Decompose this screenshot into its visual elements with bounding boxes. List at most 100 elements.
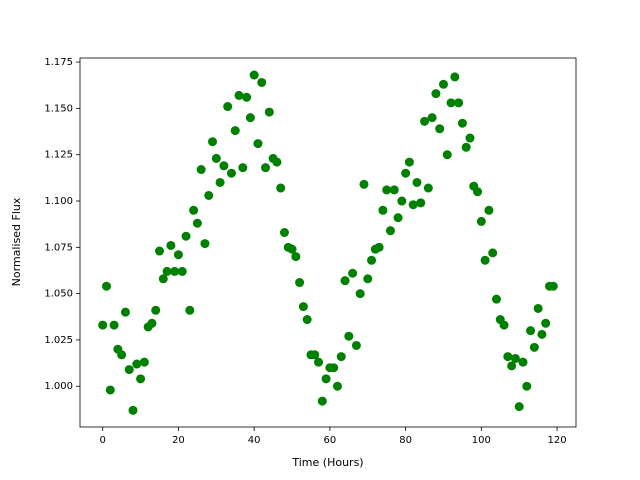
point xyxy=(408,200,418,210)
point xyxy=(223,102,233,112)
point xyxy=(208,137,218,147)
y-tick-label: 1.150 xyxy=(44,103,73,114)
y-tick-label: 1.175 xyxy=(44,57,73,68)
point xyxy=(109,320,119,330)
point xyxy=(484,205,494,215)
y-axis-label: Normalised Flux xyxy=(10,197,23,286)
point xyxy=(378,205,388,215)
point xyxy=(491,294,501,304)
point xyxy=(124,365,134,375)
point xyxy=(204,190,214,200)
point xyxy=(461,142,471,152)
point xyxy=(181,231,191,241)
point xyxy=(420,116,430,126)
point xyxy=(510,353,520,363)
point xyxy=(514,402,524,412)
point xyxy=(272,157,282,167)
x-tick-label: 40 xyxy=(248,435,261,446)
point xyxy=(507,361,517,371)
point xyxy=(200,239,210,249)
y-tick-label: 1.050 xyxy=(44,289,73,300)
point xyxy=(382,185,392,195)
point xyxy=(287,244,297,254)
point xyxy=(374,242,384,252)
point xyxy=(261,163,271,173)
point xyxy=(151,305,161,315)
x-tick-label: 60 xyxy=(324,435,337,446)
point xyxy=(348,268,358,278)
point xyxy=(245,113,255,123)
point xyxy=(170,266,180,276)
point xyxy=(211,153,221,163)
point xyxy=(480,255,490,265)
point xyxy=(162,266,172,276)
point xyxy=(238,163,248,173)
point xyxy=(446,98,456,108)
point xyxy=(473,187,483,197)
y-tick-label: 1.125 xyxy=(44,150,73,161)
point xyxy=(533,303,543,313)
point xyxy=(226,168,236,178)
x-tick-label: 100 xyxy=(472,435,491,446)
point xyxy=(158,274,168,284)
point xyxy=(537,329,547,339)
point xyxy=(332,381,342,391)
point xyxy=(117,350,127,360)
point xyxy=(219,161,229,171)
point xyxy=(253,139,263,149)
point xyxy=(541,318,551,328)
point xyxy=(389,185,399,195)
point xyxy=(196,165,206,175)
x-tick-label: 0 xyxy=(100,435,106,446)
point xyxy=(314,357,324,367)
point xyxy=(476,216,486,226)
point xyxy=(385,226,395,236)
point xyxy=(249,70,259,80)
point xyxy=(298,302,308,312)
x-tick-label: 120 xyxy=(548,435,567,446)
point xyxy=(230,126,240,136)
point xyxy=(102,281,112,291)
point xyxy=(351,340,361,350)
point xyxy=(173,250,183,260)
point xyxy=(291,252,301,262)
y-tick-label: 1.000 xyxy=(44,381,73,392)
point xyxy=(215,177,225,187)
point xyxy=(234,90,244,100)
point xyxy=(128,405,138,415)
x-tick-label: 80 xyxy=(399,435,412,446)
point xyxy=(336,352,346,362)
point xyxy=(242,92,252,102)
y-tick-label: 1.100 xyxy=(44,196,73,207)
point xyxy=(431,89,441,99)
point xyxy=(155,246,165,256)
x-tick-label: 20 xyxy=(172,435,185,446)
point xyxy=(317,396,327,406)
point xyxy=(340,276,350,286)
point xyxy=(416,198,426,208)
point xyxy=(302,315,312,325)
point xyxy=(465,133,475,143)
point xyxy=(279,227,289,237)
point xyxy=(98,320,108,330)
point xyxy=(321,374,331,384)
point xyxy=(522,381,532,391)
point xyxy=(423,183,433,193)
point xyxy=(499,320,509,330)
point xyxy=(435,124,445,134)
point xyxy=(397,196,407,206)
point xyxy=(526,326,536,336)
point xyxy=(503,352,513,362)
point xyxy=(136,374,146,384)
point xyxy=(185,305,195,315)
point xyxy=(276,183,286,193)
point xyxy=(438,79,448,89)
point xyxy=(105,385,115,395)
point xyxy=(295,278,305,288)
point xyxy=(132,359,142,369)
point xyxy=(488,248,498,258)
point xyxy=(120,307,130,317)
y-tick-label: 1.025 xyxy=(44,335,73,346)
x-axis-label: Time (Hours) xyxy=(291,456,363,469)
